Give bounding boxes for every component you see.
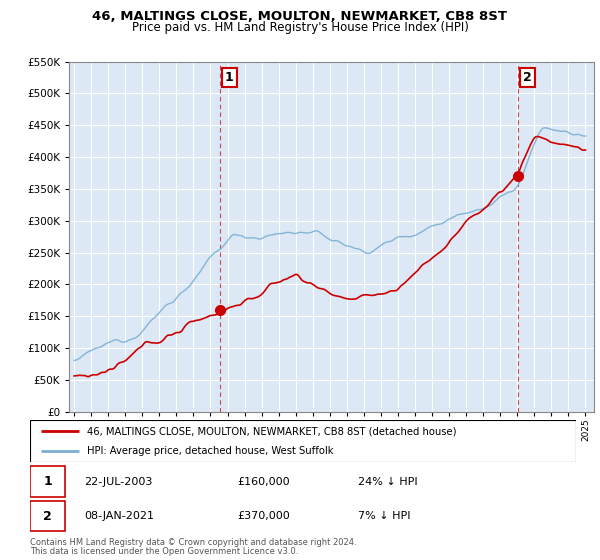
Text: 46, MALTINGS CLOSE, MOULTON, NEWMARKET, CB8 8ST: 46, MALTINGS CLOSE, MOULTON, NEWMARKET, … <box>92 10 508 23</box>
Text: 46, MALTINGS CLOSE, MOULTON, NEWMARKET, CB8 8ST (detached house): 46, MALTINGS CLOSE, MOULTON, NEWMARKET, … <box>88 426 457 436</box>
Text: 2: 2 <box>523 71 532 83</box>
Text: 1: 1 <box>225 71 234 83</box>
Text: HPI: Average price, detached house, West Suffolk: HPI: Average price, detached house, West… <box>88 446 334 456</box>
Text: £370,000: £370,000 <box>238 511 290 521</box>
Text: 2: 2 <box>43 510 52 523</box>
Bar <box>30 466 65 497</box>
Text: Price paid vs. HM Land Registry's House Price Index (HPI): Price paid vs. HM Land Registry's House … <box>131 21 469 34</box>
Bar <box>30 501 65 531</box>
Text: 22-JUL-2003: 22-JUL-2003 <box>85 477 153 487</box>
Text: 08-JAN-2021: 08-JAN-2021 <box>85 511 155 521</box>
Text: 24% ↓ HPI: 24% ↓ HPI <box>358 477 417 487</box>
Text: This data is licensed under the Open Government Licence v3.0.: This data is licensed under the Open Gov… <box>30 547 298 556</box>
Text: 7% ↓ HPI: 7% ↓ HPI <box>358 511 410 521</box>
Text: 1: 1 <box>43 475 52 488</box>
Text: Contains HM Land Registry data © Crown copyright and database right 2024.: Contains HM Land Registry data © Crown c… <box>30 538 356 547</box>
Text: £160,000: £160,000 <box>238 477 290 487</box>
